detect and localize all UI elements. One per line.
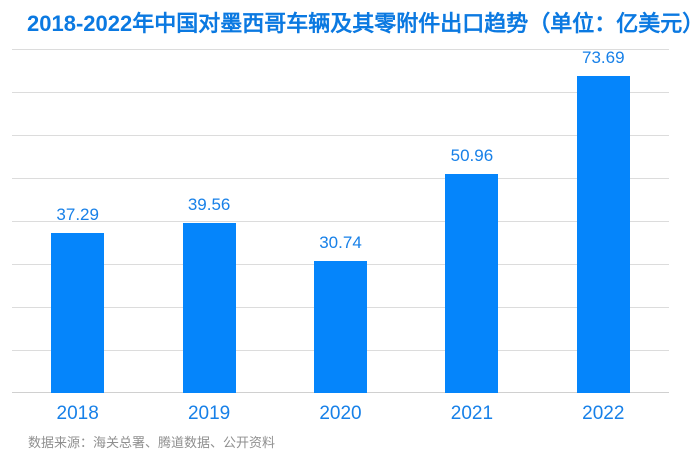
gridline [12,135,669,136]
gridline [12,221,669,222]
bar-chart-plot: 37.29 39.56 30.74 50.96 73.69 [12,48,669,393]
x-axis-label: 2019 [187,403,231,424]
source-note: 数据来源：海关总署、腾道数据、公开资料 [28,435,276,450]
bar [314,260,367,393]
bar [51,232,105,393]
bar [445,173,499,393]
bar [182,222,236,393]
bar-value-label: 30.74 [319,232,362,252]
bar-value-label: 50.96 [450,145,494,165]
gridline [12,49,669,50]
x-axis-label: 2021 [450,403,494,424]
x-axis-label: 2020 [319,403,362,424]
gridline [12,178,669,179]
bar-value-label: 37.29 [56,204,99,224]
gridline [12,92,669,93]
bar-value-label: 39.56 [187,194,231,214]
bar [576,76,630,393]
x-axis-label: 2022 [582,403,625,424]
chart-title: 2018-2022年中国对墨西哥车辆及其零附件出口趋势（单位：亿美元） [27,11,694,36]
bar-value-label: 73.69 [582,48,625,68]
x-axis-label: 2018 [56,403,99,424]
